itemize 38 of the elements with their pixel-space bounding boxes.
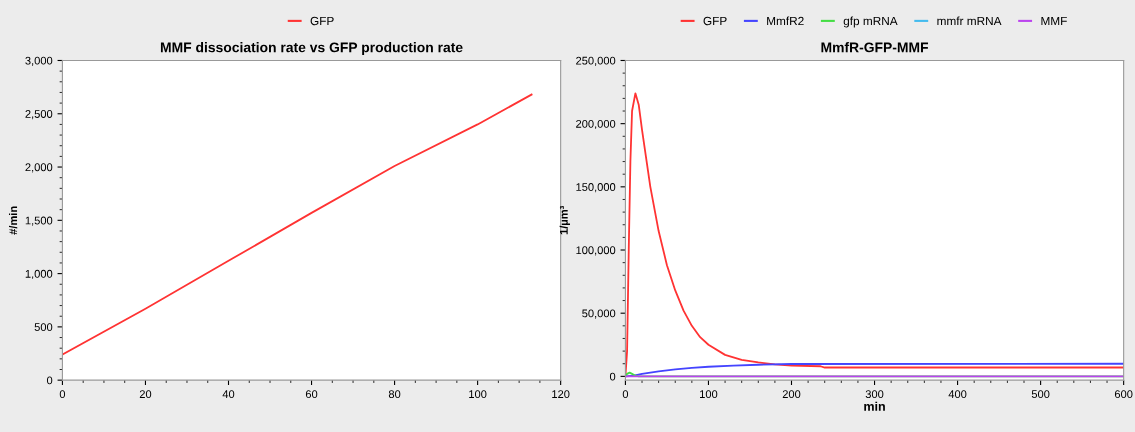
y-tick-label: 3,000: [25, 56, 53, 66]
y-axis-title: 1/µm³: [559, 205, 570, 235]
y-tick-label: 0: [46, 376, 53, 385]
legend-label: MmfR2: [767, 16, 804, 26]
legend-label: gfp mRNA: [843, 16, 898, 28]
y-tick-label: 150,000: [576, 183, 616, 193]
x-tick-label: 600: [1114, 390, 1133, 399]
y-tick-label: 2,000: [25, 163, 53, 173]
x-tick-label: 40: [222, 390, 235, 399]
y-tick-label: 250,000: [576, 56, 616, 66]
y-tick-label: 200,000: [576, 119, 616, 130]
x-tick-label: 400: [948, 390, 967, 399]
x-axis-title: min: [864, 401, 885, 411]
y-axis-title: #/min: [8, 206, 18, 235]
x-tick-label: 100: [469, 390, 487, 399]
x-tick-label: 80: [388, 390, 401, 399]
x-tick-label: 120: [552, 390, 570, 399]
x-tick-label: 60: [305, 390, 318, 399]
x-tick-label: 300: [865, 390, 884, 399]
y-tick-label: 2,500: [25, 110, 53, 120]
x-tick-label: 500: [1031, 390, 1050, 399]
legend-label: GFP: [703, 16, 727, 26]
legend-label: GFP: [310, 16, 334, 26]
x-tick-label: 20: [139, 390, 152, 399]
y-tick-label: 100,000: [576, 246, 616, 256]
y-tick-label: 50,000: [582, 309, 616, 319]
x-tick-label: 0: [59, 390, 66, 399]
y-tick-label: 1,500: [25, 216, 53, 226]
legend-label: MMF: [1041, 16, 1067, 26]
x-tick-label: 100: [700, 390, 718, 399]
y-tick-label: 0: [609, 372, 616, 381]
chart-title: MMF dissociation rate vs GFP production rate: [160, 42, 463, 56]
y-tick-label: 1,000: [25, 269, 53, 280]
chart-title: MmfR-GFP-MMF: [821, 42, 929, 53]
x-tick-label: 0: [622, 390, 629, 399]
legend-label: mmfr mRNA: [937, 16, 1002, 26]
y-tick-label: 500: [34, 323, 53, 332]
x-tick-label: 200: [782, 390, 801, 399]
